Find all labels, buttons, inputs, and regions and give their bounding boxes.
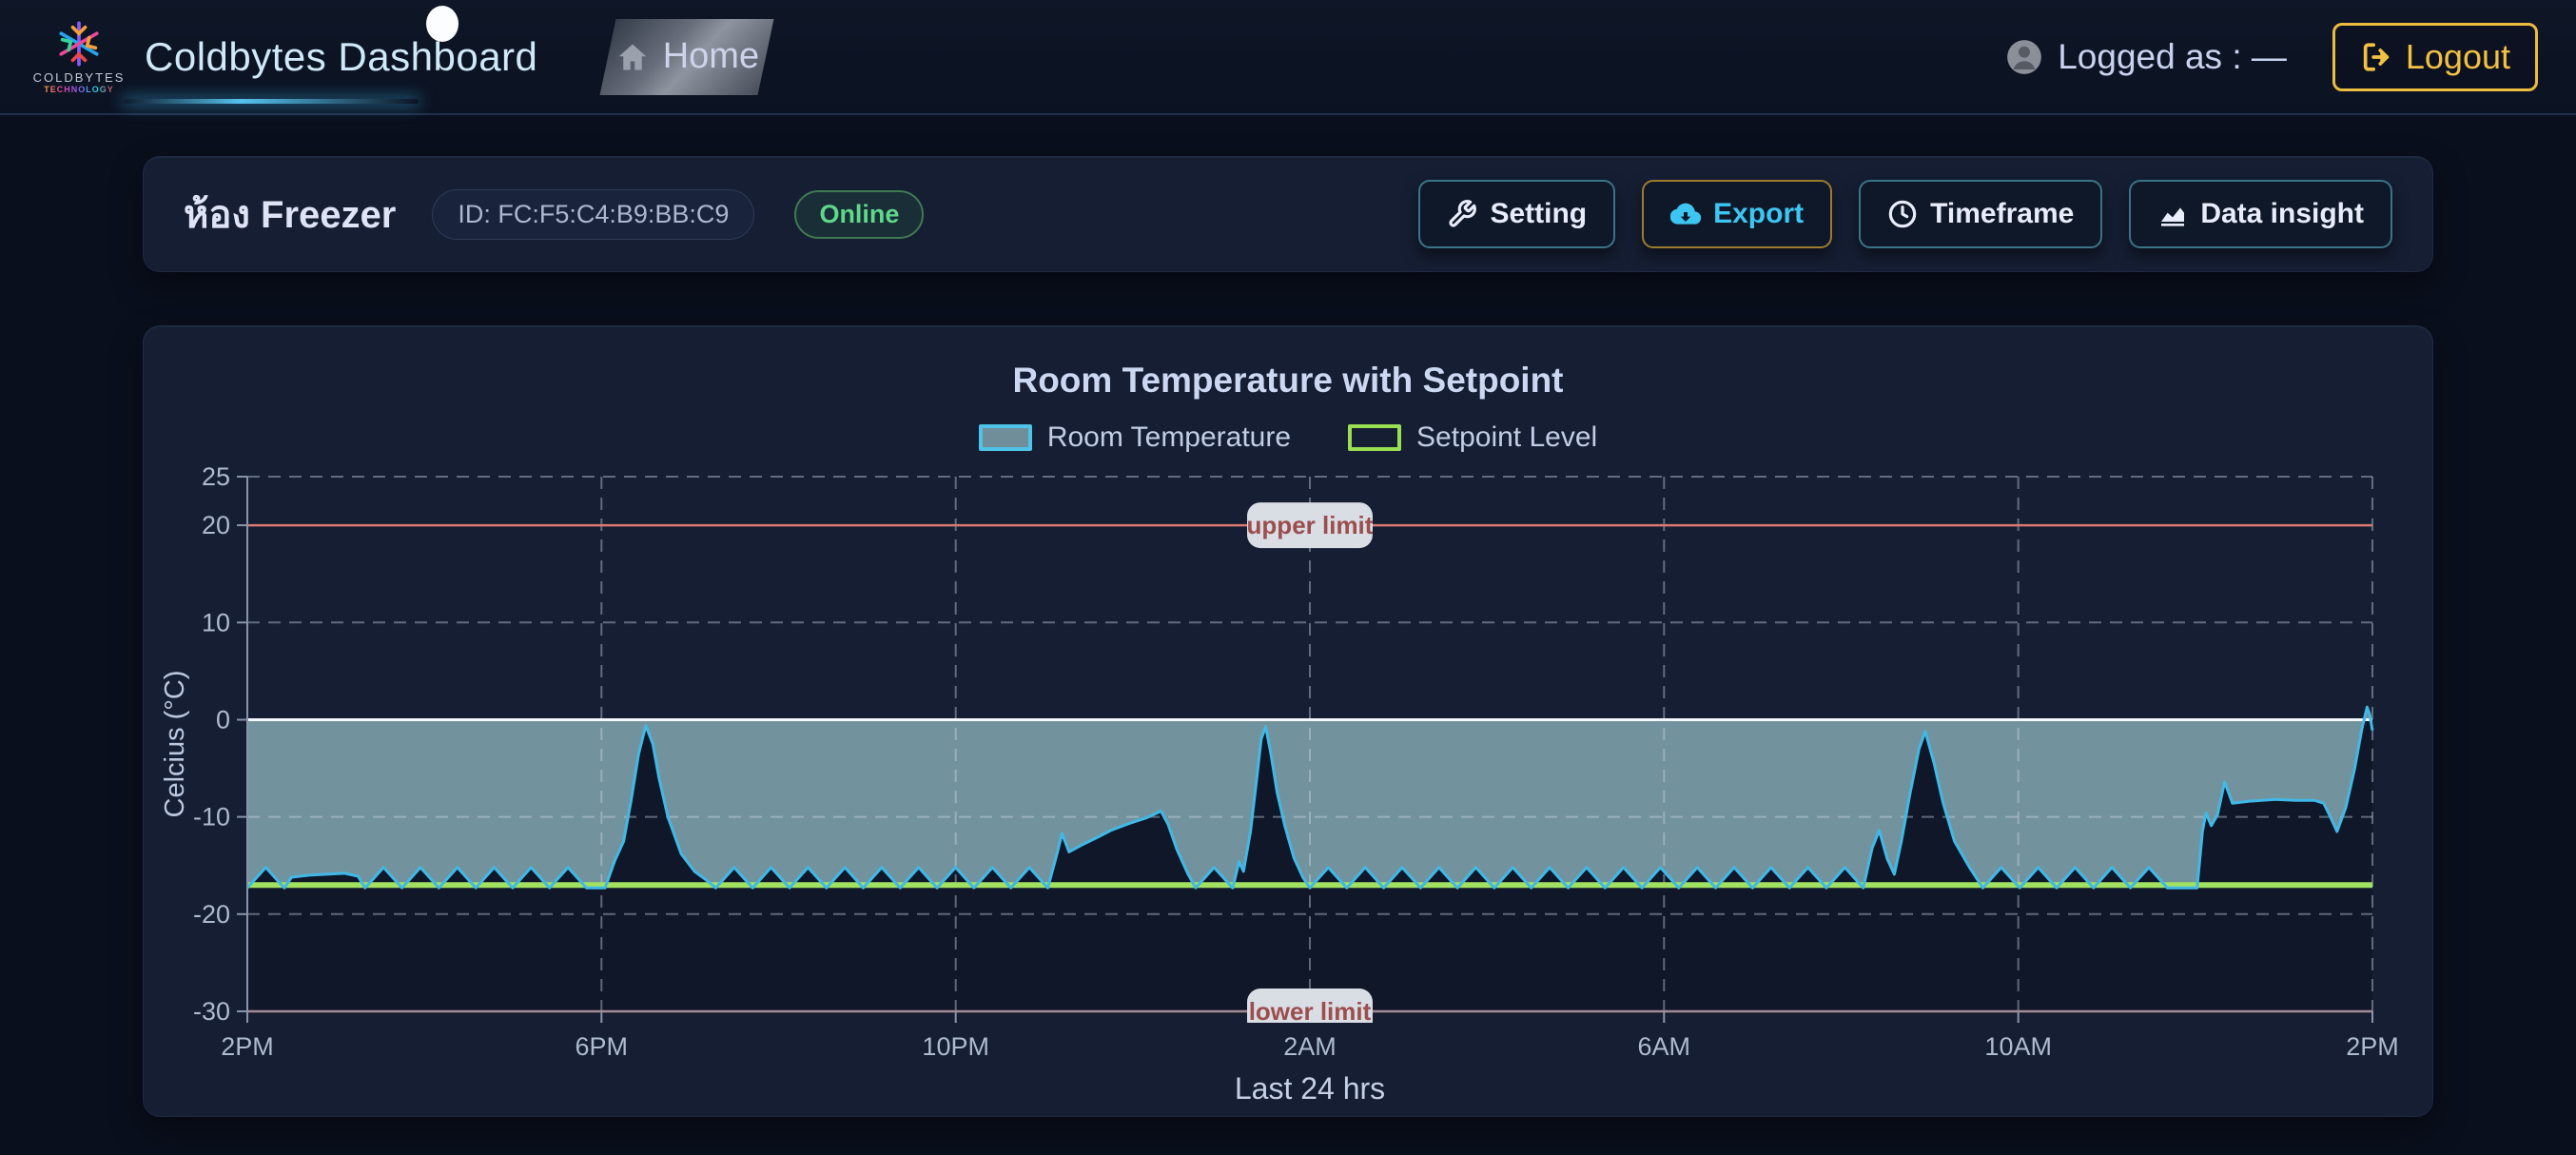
clock-icon	[1888, 200, 1917, 228]
legend-item-setpoint-level[interactable]: Setpoint Level	[1348, 421, 1597, 454]
upper-limit-label: upper limit	[1247, 502, 1374, 549]
room-temperature-line	[245, 705, 2374, 890]
chart-card: Room Temperature with Setpoint Room Temp…	[143, 325, 2433, 1117]
wrench-icon	[1449, 200, 1477, 227]
y-tick-label: 20	[202, 511, 230, 539]
y-tick-label: -30	[193, 997, 230, 1026]
room-title: ห้อง Freezer	[184, 194, 397, 236]
export-button[interactable]: Export	[1642, 180, 1833, 248]
room-temperature-swatch	[978, 424, 1032, 451]
x-tick-label: 2PM	[2346, 1032, 2399, 1061]
chart-legend: Room Temperature Setpoint Level	[144, 421, 2432, 454]
device-id-badge: ID: FC:F5:C4:B9:BB:C9	[432, 188, 755, 240]
brand-underline	[124, 99, 419, 104]
cloud-download-icon	[1670, 203, 1702, 225]
y-tick-label: -10	[193, 803, 230, 832]
y-tick-label: -20	[193, 900, 230, 929]
setpoint-level-legend-label: Setpoint Level	[1416, 421, 1598, 453]
x-tick-label: 10PM	[922, 1032, 989, 1061]
room-temperature-area	[247, 707, 2372, 889]
logout-label: Logout	[2405, 36, 2510, 76]
area-chart-icon	[2161, 207, 2185, 226]
logout-icon	[2363, 42, 2390, 71]
svg-text:lower limit: lower limit	[1249, 997, 1372, 1026]
logo-line1: COLDBYTES	[32, 70, 126, 85]
chart-title: Room Temperature with Setpoint	[1012, 361, 1564, 400]
y-tick-label: 0	[216, 706, 230, 734]
y-axis-title: Celcius (°C)	[160, 671, 190, 818]
logged-as-text: Logged as : —	[2058, 36, 2287, 76]
setting-button-label: Setting	[1490, 198, 1588, 229]
page-title: Coldbytes Dashboard	[145, 33, 538, 79]
notification-dot	[426, 6, 459, 42]
svg-text:upper limit: upper limit	[1247, 511, 1374, 539]
timeframe-button-label: Timeframe	[1930, 198, 2075, 229]
timeframe-button[interactable]: Timeframe	[1859, 180, 2103, 248]
coldbytes-logo: COLDBYTES TECHNOLOGY	[33, 19, 123, 94]
logo-line2: TECHNOLOGY	[44, 85, 114, 94]
y-tick-label: 25	[202, 463, 230, 491]
x-tick-label: 2AM	[1283, 1032, 1337, 1061]
data-insight-button[interactable]: Data insight	[2129, 180, 2392, 248]
home-tab-label: Home	[662, 36, 760, 76]
export-button-label: Export	[1713, 198, 1805, 229]
user-icon	[2007, 39, 2042, 74]
room-temperature-legend-label: Room Temperature	[1046, 421, 1292, 453]
x-tick-label: 6AM	[1638, 1032, 1691, 1061]
temperature-chart: 25 20 10 0 -10 -20 -30 2PM 6PM 10PM 2AM 6AM 10AM 2PM C…	[160, 463, 2399, 1106]
status-badge: Online	[794, 189, 925, 239]
data-insight-button-label: Data insight	[2200, 198, 2364, 229]
device-header-card: ห้อง Freezer ID: FC:F5:C4:B9:BB:C9 Onlin…	[143, 156, 2433, 272]
snowflake-logo-icon	[59, 21, 99, 67]
x-tick-label: 6PM	[576, 1032, 629, 1061]
legend-item-room-temperature[interactable]: Room Temperature	[978, 421, 1292, 454]
y-tick-label: 10	[202, 608, 230, 636]
logout-button[interactable]: Logout	[2332, 22, 2538, 91]
x-tick-label: 2PM	[221, 1032, 274, 1061]
setpoint-level-swatch	[1348, 424, 1402, 451]
nav-tab-home[interactable]: Home	[599, 18, 774, 95]
navbar: COLDBYTES TECHNOLOGY Coldbytes Dashboard…	[0, 0, 2576, 115]
x-tick-label: 10AM	[1984, 1032, 2052, 1061]
lower-limit-label: lower limit	[1247, 989, 1373, 1026]
setting-button[interactable]: Setting	[1418, 180, 1616, 248]
home-icon	[618, 44, 646, 69]
x-axis-caption: Last 24 hrs	[1235, 1071, 1385, 1106]
series-under-fill	[247, 707, 2372, 1011]
